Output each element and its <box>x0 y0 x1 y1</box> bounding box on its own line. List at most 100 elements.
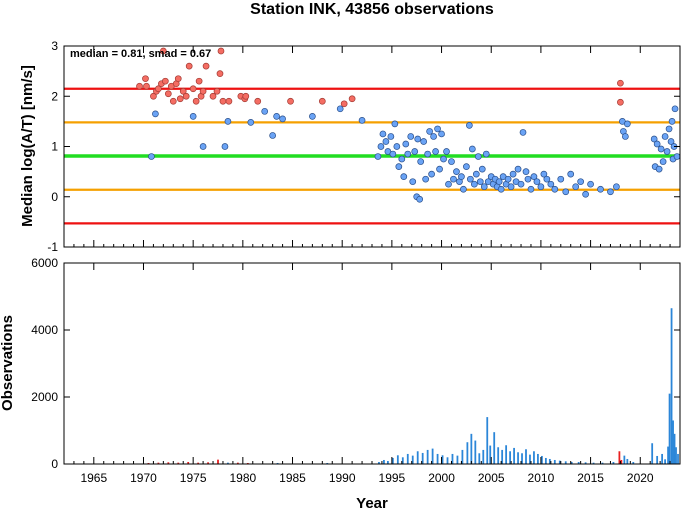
upper-x-ticks <box>73 46 671 247</box>
scatter-point <box>443 148 450 155</box>
x-tick-label: 1980 <box>229 471 256 485</box>
scatter-point <box>174 75 182 83</box>
observation-bar <box>207 462 209 464</box>
observation-bar <box>651 443 654 464</box>
scatter-points <box>136 47 681 203</box>
scatter-point <box>242 92 250 100</box>
observation-bar <box>396 455 399 464</box>
scatter-point <box>216 70 224 77</box>
scatter-point <box>671 105 679 113</box>
scatter-point <box>472 170 480 178</box>
scatter-point <box>466 122 473 129</box>
scatter-point <box>445 180 452 188</box>
scatter-point <box>150 92 157 100</box>
scatter-point <box>430 133 437 140</box>
scatter-point <box>613 183 620 191</box>
scatter-point <box>213 87 221 95</box>
scatter-point <box>468 145 476 153</box>
scatter-point <box>622 133 629 140</box>
scatter-point <box>557 175 565 183</box>
scatter-point <box>533 178 541 186</box>
upper-y-axis-label: Median log(A/T) [nm/s] <box>19 65 36 227</box>
observation-bar <box>656 455 659 464</box>
scatter-point <box>440 155 447 163</box>
scatter-point <box>217 47 225 55</box>
scatter-point <box>495 178 503 186</box>
observation-bar <box>497 447 500 464</box>
scatter-point <box>424 150 431 158</box>
scatter-point <box>143 82 150 90</box>
scatter-point <box>504 175 512 183</box>
observation-bar <box>387 460 389 464</box>
stats-annotation: median = 0.81, smad = 0.67 <box>70 48 211 60</box>
observation-bar <box>246 462 249 464</box>
observation-bar <box>537 453 539 464</box>
observation-bar <box>517 452 519 464</box>
observation-bar <box>548 458 551 464</box>
scatter-point <box>348 95 356 103</box>
y-tick-label: 4000 <box>31 323 58 337</box>
scatter-point <box>148 153 155 160</box>
observation-bar <box>470 433 473 464</box>
scatter-point <box>199 143 207 150</box>
observation-bar <box>378 461 380 464</box>
observation-bar <box>147 462 150 464</box>
scatter-point <box>665 125 673 133</box>
observation-bar <box>474 440 477 464</box>
scatter-point <box>287 97 294 105</box>
observation-bar <box>553 459 556 464</box>
observation-bar <box>177 462 180 464</box>
observation-bar <box>478 453 481 464</box>
scatter-point <box>179 87 187 95</box>
scatter-point <box>467 175 474 183</box>
scatter-point <box>661 133 669 140</box>
observation-bar <box>558 460 561 464</box>
scatter-point <box>142 75 149 83</box>
x-axis-label: Year <box>356 495 388 511</box>
observation-bar <box>482 449 485 464</box>
observation-bar <box>612 461 615 464</box>
scatter-point <box>225 97 233 105</box>
scatter-point <box>221 143 229 150</box>
scatter-point <box>667 138 675 145</box>
lower-panel: 1965 1970 1975 1980 1985 1990 1995 2000 2005 2010… <box>0 256 681 511</box>
scatter-point <box>279 115 286 123</box>
observation-bar <box>661 453 664 464</box>
x-tick-label: 2000 <box>428 471 455 485</box>
scatter-point <box>155 85 162 93</box>
scatter-point <box>336 105 344 113</box>
scatter-point <box>530 173 538 180</box>
x-tick-label: 2010 <box>528 471 555 485</box>
lower-x-ticks: 1965 1970 1975 1980 1985 1990 1995 2000 2005 2010… <box>73 263 671 485</box>
scatter-point <box>514 165 522 173</box>
observation-bar <box>451 453 454 464</box>
observation-bar <box>584 462 587 464</box>
observation-bar <box>426 449 429 464</box>
observation-bar <box>436 453 439 464</box>
scatter-point <box>448 158 455 165</box>
scatter-point <box>668 118 676 125</box>
observation-bar <box>411 455 414 464</box>
lower-y-ticks: 0 2000 4000 6000 <box>31 256 680 471</box>
scatter-point <box>657 145 665 153</box>
y-tick-label: 2000 <box>31 390 58 404</box>
scatter-point <box>582 190 589 198</box>
x-tick-label: 1995 <box>379 471 406 485</box>
scatter-point <box>261 107 269 115</box>
scatter-point <box>152 110 159 118</box>
observation-bar <box>421 452 424 464</box>
scatter-point <box>192 97 200 105</box>
observation-bar <box>456 455 459 464</box>
scatter-point <box>470 180 478 188</box>
scatter-point <box>417 158 425 165</box>
scatter-point <box>391 120 399 128</box>
observation-bar <box>620 459 623 464</box>
scatter-point <box>273 112 280 120</box>
observation-bar <box>577 461 580 464</box>
scatter-point <box>562 188 570 196</box>
observation-bar <box>626 458 629 464</box>
observation-bar <box>326 462 329 464</box>
x-tick-label: 1970 <box>130 471 157 485</box>
scatter-point <box>432 148 439 155</box>
scatter-point <box>189 112 197 120</box>
